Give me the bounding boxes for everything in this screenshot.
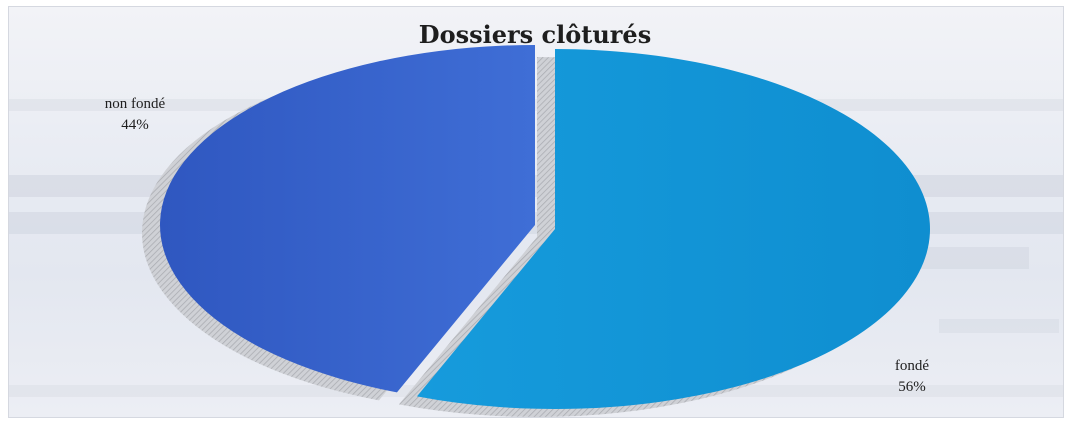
chart-title: Dossiers clôturés — [418, 20, 652, 49]
pie-slice-non-fonde — [159, 45, 535, 393]
background-band — [939, 319, 1059, 333]
slice-value-label: 56% — [898, 379, 926, 395]
slice-label: fondé — [895, 358, 929, 374]
slice-label: non fondé — [105, 96, 166, 112]
slice-value-label: 44% — [121, 117, 149, 133]
pie-slice-fonde — [416, 49, 931, 409]
